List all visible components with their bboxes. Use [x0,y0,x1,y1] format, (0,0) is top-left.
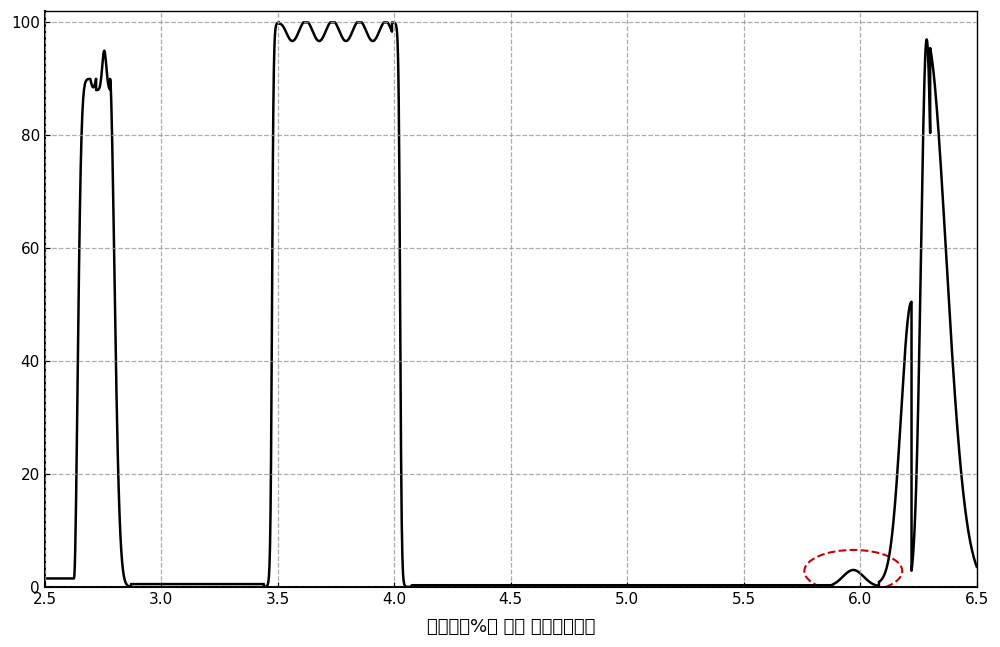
X-axis label: 透过率（%） 对应 波长（微米）: 透过率（%） 对应 波长（微米） [427,618,595,636]
